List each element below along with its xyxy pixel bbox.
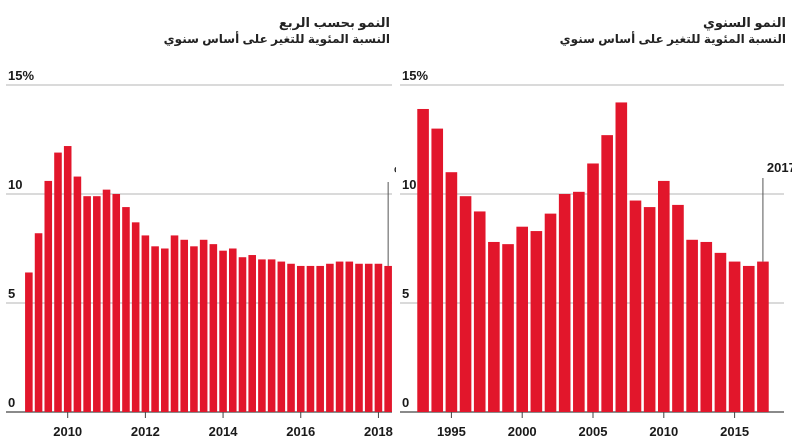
bar	[502, 244, 514, 412]
bar	[63, 146, 72, 413]
bar	[238, 257, 247, 412]
bar	[629, 200, 642, 412]
x-tick-label: 1995	[437, 424, 466, 439]
bar	[686, 239, 698, 412]
bar	[170, 235, 179, 412]
x-tick-label: 2005	[579, 424, 608, 439]
bar	[657, 180, 670, 412]
bar	[102, 189, 111, 412]
bar	[73, 176, 82, 412]
bar	[587, 163, 599, 412]
bar	[558, 194, 571, 412]
bar	[219, 250, 227, 412]
bar	[445, 172, 458, 412]
bar	[199, 239, 208, 412]
bar	[374, 263, 383, 412]
bar	[44, 180, 53, 412]
annual-title-block: النمو السنوي النسبة المئوية للتغير على أ…	[402, 14, 786, 47]
bar	[151, 246, 159, 412]
quarterly-chart-subtitle: النسبة المئوية للتغير على أساس سنوي	[163, 32, 390, 46]
annual-chart: 15% 10 5 0 1995 2000 2005 2010 2015 6.9% :2017	[400, 68, 792, 439]
bar	[287, 263, 295, 412]
bar	[248, 255, 256, 412]
y-tick-label: 5	[8, 286, 15, 301]
bar	[757, 261, 769, 412]
x-tick-label: 2016	[286, 424, 315, 439]
bar	[431, 128, 444, 412]
bar	[700, 241, 713, 412]
x-tick-label: 2012	[131, 424, 160, 439]
annual-chart-subtitle: النسبة المئوية للتغير على أساس سنوي	[559, 32, 786, 46]
bar	[25, 272, 33, 412]
bar	[335, 261, 344, 412]
bar	[161, 248, 169, 412]
bar	[355, 263, 363, 412]
annual-chart-title: النمو السنوي	[702, 15, 786, 30]
bar	[473, 211, 486, 412]
bar	[417, 108, 429, 412]
bar	[228, 248, 237, 412]
bar	[296, 265, 305, 412]
annual-chart-panel: 15% 10 5 0 1995 2000 2005 2010 2015 6.9% :2017 ال…	[396, 0, 792, 446]
bar	[112, 194, 121, 412]
bar	[83, 196, 91, 412]
bar	[54, 152, 62, 412]
y-tick-label: 0	[8, 395, 15, 410]
bar	[326, 263, 334, 412]
bar	[384, 265, 392, 412]
bar	[530, 231, 543, 412]
annotation-label: 6.9% :2017	[767, 160, 792, 175]
bar	[190, 246, 198, 412]
bar	[488, 241, 500, 412]
bar	[141, 235, 150, 412]
bar	[345, 261, 354, 412]
bar	[672, 204, 684, 412]
bar	[516, 226, 529, 412]
quarterly-chart-title: النمو بحسب الربع	[278, 15, 390, 30]
y-tick-label: 15%	[8, 68, 34, 83]
bar	[122, 207, 130, 412]
bar	[459, 196, 472, 412]
bar	[306, 265, 315, 412]
bar	[93, 196, 101, 412]
bar	[615, 102, 628, 412]
bar	[180, 239, 189, 412]
quarterly-chart: 15% 10 5 0 2010 2012 2014 2016 2018 الربع الثاني …	[6, 68, 396, 439]
x-tick-label: 2010	[53, 424, 82, 439]
bar	[714, 252, 727, 412]
x-tick-label: 2010	[649, 424, 678, 439]
bar	[258, 259, 266, 412]
x-tick-label: 2018	[364, 424, 393, 439]
x-tick-label: 2015	[720, 424, 749, 439]
y-tick-label: 10	[8, 177, 22, 192]
bar	[34, 233, 43, 412]
bar	[267, 259, 276, 412]
y-tick-label: 0	[402, 395, 409, 410]
quarterly-title-block: النمو بحسب الربع النسبة المئوية للتغير ع…	[6, 14, 390, 47]
bar	[728, 261, 741, 412]
bar	[131, 222, 140, 412]
bar	[573, 191, 585, 412]
quarterly-chart-panel: 15% 10 5 0 2010 2012 2014 2016 2018 الربع الثاني …	[6, 14, 396, 439]
y-tick-label: 15%	[402, 68, 428, 83]
bar	[742, 265, 755, 412]
bar	[277, 261, 286, 412]
bar	[209, 244, 218, 412]
y-tick-label: 5	[402, 286, 409, 301]
bar	[316, 265, 324, 412]
x-tick-label: 2014	[209, 424, 239, 439]
bar	[544, 213, 557, 412]
y-tick-label: 10	[402, 177, 416, 192]
bar	[601, 135, 613, 412]
annotation-label: الربع الثاني من 2018: 6.7%	[394, 164, 396, 180]
bar	[364, 263, 373, 412]
bar	[643, 207, 656, 412]
x-tick-label: 2000	[508, 424, 537, 439]
